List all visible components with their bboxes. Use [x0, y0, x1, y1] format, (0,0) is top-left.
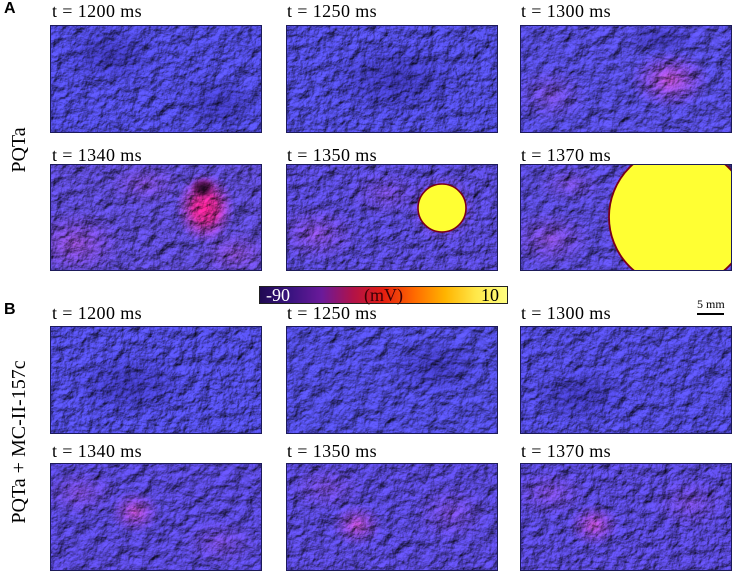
frame-time-a-3: t = 1300 ms: [521, 1, 612, 21]
frame-time-a-1: t = 1200 ms: [52, 1, 143, 21]
voltage-map-a-1: [50, 25, 262, 133]
voltage-map-a-6: [520, 164, 732, 271]
voltage-map-b-5: [286, 463, 498, 571]
frame-time-a-2: t = 1250 ms: [287, 1, 378, 21]
frame-time-a-5: t = 1350 ms: [287, 145, 378, 165]
voltage-map-b-6: [520, 463, 732, 571]
panel-label-b: B: [4, 301, 16, 318]
excitation-wavefront: [608, 164, 732, 271]
voltage-map-a-5: [286, 164, 498, 271]
excitation-wavefront: [417, 183, 467, 233]
depolarization-core: [190, 177, 216, 199]
voltage-map-b-4: [50, 463, 262, 571]
voltage-map-b-3: [520, 326, 732, 434]
frame-time-b-4: t = 1340 ms: [52, 441, 143, 461]
frame-time-b-1: t = 1200 ms: [52, 303, 143, 323]
frame-time-a-6: t = 1370 ms: [521, 145, 612, 165]
voltage-map-a-3: [520, 25, 732, 133]
voltage-map-a-4: [50, 164, 262, 271]
row-label-pqta-mc: PQTa + MC-II-157c: [8, 360, 30, 524]
scale-bar-label: 5 mm: [697, 297, 725, 311]
frame-time-b-6: t = 1370 ms: [521, 441, 612, 461]
depolarization-glow: [628, 50, 712, 110]
depolarization-glow: [331, 503, 383, 547]
depolarization-glow: [568, 503, 620, 547]
depolarization-spot: [175, 172, 235, 244]
colorbar-gradient: -90 (mV) 10: [259, 285, 508, 305]
frame-time-b-2: t = 1250 ms: [287, 303, 378, 323]
panel-label-a: A: [4, 0, 16, 17]
voltage-map-b-1: [50, 326, 262, 434]
row-label-pqta: PQTa: [8, 127, 30, 173]
colorbar-min-label: -90: [266, 285, 290, 305]
colorbar-max-label: 10: [481, 285, 499, 305]
colorbar-unit-label: (mV): [364, 285, 403, 305]
frame-time-b-3: t = 1300 ms: [521, 303, 612, 323]
voltage-map-a-2: [286, 25, 498, 133]
frame-time-b-5: t = 1350 ms: [287, 441, 378, 461]
depolarization-glow: [109, 490, 161, 534]
scale-bar: [697, 313, 724, 315]
frame-time-a-4: t = 1340 ms: [52, 145, 143, 165]
voltage-map-b-2: [286, 326, 498, 434]
